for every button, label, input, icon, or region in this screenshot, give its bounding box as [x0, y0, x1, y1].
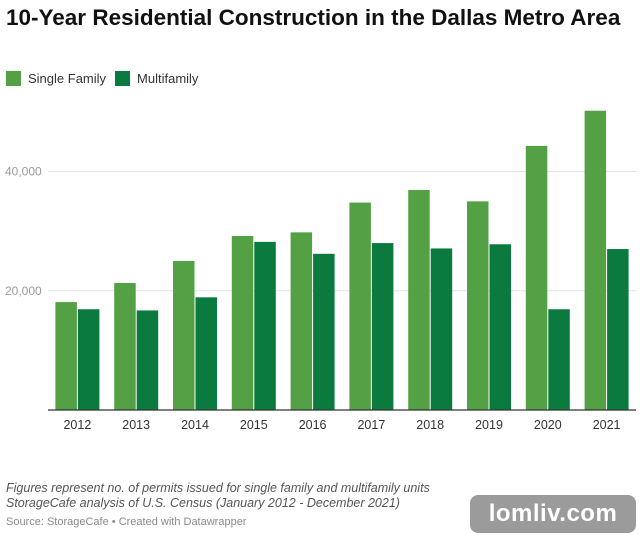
- bar-multifamily-2019: [489, 244, 511, 410]
- bar-multifamily-2012: [77, 309, 100, 410]
- y-tick-label-20000: 20,000: [5, 284, 42, 298]
- bar-multifamily-2016: [313, 253, 335, 410]
- source-credit: Source: StorageCafe • Created with Dataw…: [6, 516, 247, 528]
- bar-multifamily-2015: [254, 241, 276, 410]
- bar-single-family-2016: [290, 232, 313, 410]
- legend-item-single-family: Single Family: [6, 71, 106, 86]
- legend-label-single-family: Single Family: [28, 71, 107, 86]
- bar-single-family-2017: [349, 202, 371, 410]
- bar-single-family-2013: [114, 283, 136, 410]
- legend-swatch-single-family: [6, 71, 21, 86]
- x-tick-label-2021: 2021: [593, 418, 621, 432]
- bar-multifamily-2017: [371, 243, 394, 410]
- footer: Figures represent no. of permits issued …: [6, 481, 430, 528]
- bar-chart: 20,000 40,000 2012 2013 2014 2015 2016 2017 2018…: [5, 110, 636, 432]
- bar-single-family-2021: [584, 110, 607, 410]
- x-tick-label-2013: 2013: [122, 418, 150, 432]
- bar-single-family-2020: [525, 145, 548, 410]
- footnote-line-1: Figures represent no. of permits issued …: [6, 481, 430, 495]
- x-tick-label-2018: 2018: [416, 418, 444, 432]
- bar-single-family-2012: [55, 302, 77, 410]
- x-tick-label-2020: 2020: [534, 418, 562, 432]
- x-tick-label-2017: 2017: [357, 418, 385, 432]
- y-tick-label-40000: 40,000: [5, 165, 42, 179]
- x-tick-label-2016: 2016: [299, 418, 327, 432]
- bar-single-family-2019: [467, 201, 489, 410]
- watermark: lomliv.com: [470, 495, 636, 533]
- footnote-line-2: StorageCafe analysis of U.S. Census (Jan…: [6, 496, 400, 510]
- x-tick-label-2014: 2014: [181, 418, 209, 432]
- bar-single-family-2014: [173, 260, 195, 410]
- bar-multifamily-2013: [136, 310, 159, 410]
- x-tick-label-2012: 2012: [63, 418, 91, 432]
- bar-multifamily-2014: [195, 297, 217, 410]
- chart-title: 10-Year Residential Construction in the …: [6, 5, 621, 30]
- bar-multifamily-2020: [548, 309, 570, 410]
- x-tick-label-2019: 2019: [475, 418, 503, 432]
- x-tick-label-2015: 2015: [240, 418, 268, 432]
- bar-single-family-2015: [231, 235, 254, 410]
- legend-label-multifamily: Multifamily: [137, 71, 199, 86]
- legend-item-multifamily: Multifamily: [115, 71, 198, 86]
- bar-multifamily-2018: [430, 248, 453, 410]
- bar-single-family-2018: [408, 190, 430, 410]
- legend: Single Family Multifamily: [6, 71, 207, 86]
- bar-multifamily-2021: [607, 249, 629, 410]
- legend-swatch-multifamily: [115, 71, 131, 86]
